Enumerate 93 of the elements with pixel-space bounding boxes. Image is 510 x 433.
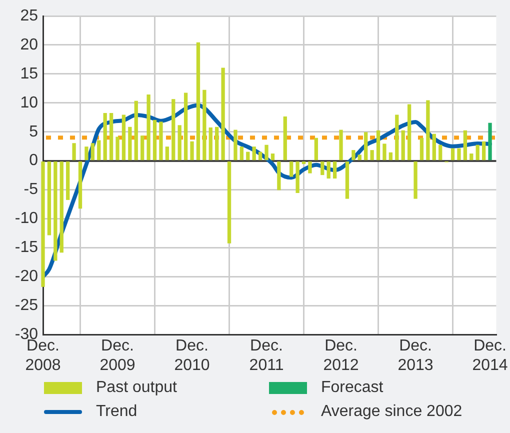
bar bbox=[90, 143, 94, 160]
bar bbox=[382, 144, 386, 160]
bar bbox=[450, 148, 455, 160]
bar bbox=[258, 152, 262, 160]
bar bbox=[47, 161, 52, 236]
bar bbox=[221, 68, 225, 160]
bar bbox=[234, 130, 238, 160]
bar bbox=[395, 114, 399, 160]
y-tick-label: -5 bbox=[24, 181, 38, 198]
legend-label: Trend bbox=[96, 403, 138, 421]
bar bbox=[488, 122, 492, 160]
y-tick-label: 10 bbox=[20, 94, 38, 112]
bar bbox=[426, 100, 430, 160]
bar bbox=[277, 161, 281, 190]
bar bbox=[326, 161, 330, 179]
bar bbox=[438, 144, 442, 160]
bar bbox=[172, 99, 176, 160]
bar bbox=[140, 136, 144, 160]
bar bbox=[227, 161, 232, 244]
bar bbox=[202, 90, 206, 160]
bar bbox=[178, 125, 182, 160]
bar bbox=[41, 161, 45, 287]
bar bbox=[116, 136, 120, 160]
y-tick-label: 20 bbox=[20, 36, 38, 54]
x-tick-label: Dec. 2009 bbox=[100, 338, 136, 374]
x-tick-label: Dec. 2013 bbox=[398, 338, 434, 374]
bar bbox=[252, 146, 256, 160]
bar bbox=[420, 138, 424, 160]
bar bbox=[283, 116, 287, 160]
y-tick-label: 25 bbox=[20, 7, 38, 24]
x-tick-label: Dec. 2014 bbox=[472, 338, 508, 374]
y-tick-label: 5 bbox=[29, 123, 38, 140]
bar bbox=[476, 144, 480, 160]
bar bbox=[109, 112, 114, 160]
bar bbox=[370, 150, 374, 160]
y-tick-label: 0 bbox=[29, 152, 38, 170]
bar bbox=[264, 144, 268, 160]
bar bbox=[134, 100, 138, 160]
bar bbox=[246, 152, 250, 160]
bar bbox=[72, 143, 76, 160]
bar bbox=[60, 161, 64, 253]
bar bbox=[339, 130, 343, 160]
bar bbox=[482, 141, 486, 160]
bar bbox=[432, 134, 436, 160]
bar bbox=[290, 161, 294, 177]
bar bbox=[414, 161, 418, 199]
y-tick-label: 15 bbox=[20, 65, 38, 82]
bar bbox=[240, 146, 244, 160]
bar bbox=[407, 104, 412, 160]
bar bbox=[401, 130, 405, 160]
y-tick-label: -10 bbox=[14, 210, 38, 228]
bar bbox=[376, 130, 380, 160]
bar bbox=[122, 114, 126, 160]
bar bbox=[97, 140, 101, 160]
bar bbox=[84, 146, 88, 160]
bar bbox=[152, 120, 157, 160]
bar bbox=[54, 161, 58, 261]
bar bbox=[320, 161, 324, 176]
bar bbox=[184, 92, 188, 160]
bar bbox=[270, 154, 275, 160]
bar bbox=[314, 138, 318, 160]
legend-label: Past output bbox=[96, 379, 177, 397]
bar bbox=[332, 161, 337, 179]
bar bbox=[146, 94, 150, 160]
bar bbox=[159, 122, 163, 160]
x-tick-label: Dec. 2010 bbox=[174, 338, 210, 374]
bar bbox=[308, 161, 312, 174]
y-tick-label: -25 bbox=[14, 297, 38, 314]
bar bbox=[296, 161, 300, 194]
bar bbox=[364, 132, 368, 160]
bar bbox=[463, 130, 468, 160]
bar bbox=[302, 161, 306, 164]
bar bbox=[457, 148, 461, 160]
bar bbox=[128, 126, 132, 160]
legend-label: Forecast bbox=[321, 379, 384, 397]
y-tick-label: -15 bbox=[14, 239, 38, 256]
x-tick-label: Dec. 2011 bbox=[249, 338, 284, 374]
y-tick-label: -20 bbox=[14, 268, 38, 286]
bar bbox=[215, 126, 219, 160]
bar bbox=[345, 161, 350, 199]
bar bbox=[66, 161, 70, 200]
bar bbox=[352, 150, 356, 160]
bar bbox=[358, 154, 362, 160]
bar bbox=[103, 112, 107, 160]
bar bbox=[196, 42, 200, 160]
bar bbox=[208, 127, 212, 160]
bar bbox=[165, 146, 170, 160]
x-tick-label: Dec. 2012 bbox=[323, 338, 359, 374]
bar bbox=[470, 154, 474, 160]
bar bbox=[78, 161, 82, 209]
bar bbox=[190, 141, 194, 160]
bar bbox=[388, 152, 393, 160]
legend-label: Average since 2002 bbox=[321, 403, 462, 421]
